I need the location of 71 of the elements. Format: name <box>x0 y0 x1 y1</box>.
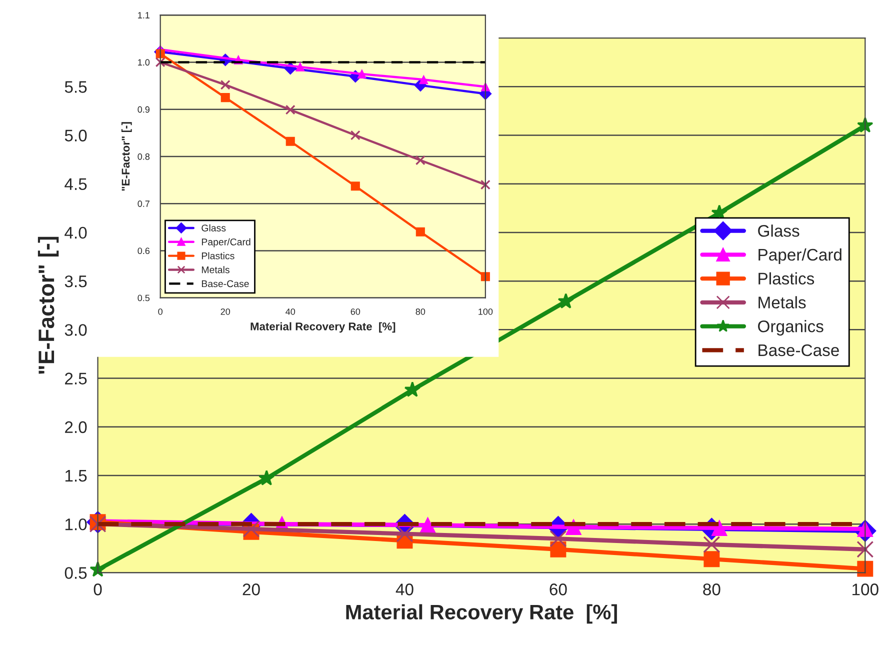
x-tick-label: 100 <box>478 308 493 315</box>
x-tick-label: 60 <box>550 584 567 596</box>
point <box>357 69 366 79</box>
y-tick-label: 0.5 <box>138 294 150 302</box>
x-tick-label: 80 <box>703 584 720 596</box>
y-tick-label: 1.5 <box>65 470 87 482</box>
y-tick-label: 0.5 <box>64 567 87 579</box>
point <box>350 182 360 191</box>
y-tick-label: 5.0 <box>64 130 87 142</box>
point <box>703 536 720 553</box>
legend-label: Metals <box>202 266 230 274</box>
point <box>550 541 566 558</box>
point <box>415 155 426 166</box>
x-tick-label: 20 <box>220 308 230 315</box>
y-tick-label: 0.8 <box>138 153 150 160</box>
x-axis-title: Material Recovery Rate [%] <box>250 322 396 333</box>
point <box>419 75 428 84</box>
point <box>396 525 414 542</box>
point <box>242 520 260 538</box>
point <box>296 62 305 72</box>
y-tick-label: 2.5 <box>65 372 87 384</box>
legend-label: Glass <box>202 224 226 232</box>
x-tick-label: 100 <box>852 584 878 596</box>
x-tick-label: 80 <box>416 308 426 315</box>
point <box>220 80 230 90</box>
point <box>558 293 574 308</box>
point <box>416 227 425 236</box>
y-tick-label: 3.5 <box>64 275 87 288</box>
y-axis-title: "E-Factor" [-] <box>121 122 132 191</box>
y-tick-label: 1.1 <box>138 12 150 18</box>
legend-label: Paper/Card <box>758 248 842 264</box>
point <box>258 470 275 486</box>
legend-label: Paper/Card <box>202 238 250 248</box>
point <box>480 180 490 190</box>
y-tick-label: 0.9 <box>138 106 150 113</box>
point <box>350 130 360 140</box>
legend-label: Organics <box>758 320 824 336</box>
x-tick-label: 60 <box>350 308 360 315</box>
legend-label: Base-Case <box>202 280 249 288</box>
y-tick-label: 3.0 <box>64 324 87 336</box>
y-tick-label: 1.0 <box>65 518 87 530</box>
legend-label: Plastics <box>202 252 234 260</box>
y-axis-title: "E-Factor" [-] <box>38 236 59 374</box>
point <box>420 517 436 534</box>
point <box>857 560 874 577</box>
legend-label: Metals <box>758 296 806 308</box>
point <box>220 93 230 102</box>
y-tick-label: 0.7 <box>138 200 150 207</box>
y-tick-label: 2.0 <box>65 421 87 434</box>
x-tick-label: 20 <box>242 584 260 596</box>
x-tick-label: 0 <box>94 584 102 596</box>
point <box>550 530 567 548</box>
y-tick-label: 4.0 <box>64 226 87 239</box>
y-tick-label: 1.0 <box>138 59 150 66</box>
x-tick-label: 0 <box>158 308 162 315</box>
point <box>404 381 421 397</box>
legend-label: Glass <box>758 224 800 237</box>
legend-label: Plastics <box>758 272 814 285</box>
x-axis-title: Material Recovery Rate [%] <box>346 604 617 624</box>
x-tick-label: 40 <box>286 308 296 315</box>
legend-label: Base-Case <box>758 344 839 356</box>
y-tick-label: 4.5 <box>64 178 87 190</box>
x-tick-label: 40 <box>396 584 414 596</box>
y-tick-label: 5.5 <box>64 81 87 93</box>
point <box>704 551 720 568</box>
y-tick-label: 0.6 <box>138 248 150 254</box>
point <box>285 104 296 115</box>
point <box>856 540 874 558</box>
point <box>155 57 166 68</box>
point <box>286 136 295 146</box>
point <box>711 520 728 536</box>
